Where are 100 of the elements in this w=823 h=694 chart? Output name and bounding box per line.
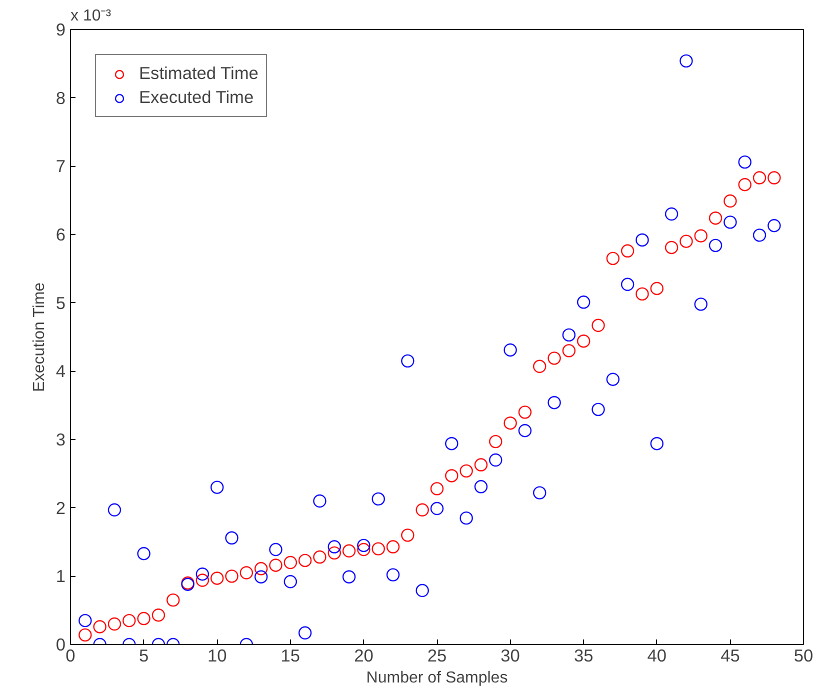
- point: [269, 558, 282, 572]
- point: [650, 437, 664, 450]
- y-tick-label: 4: [56, 361, 66, 382]
- point: [445, 469, 458, 482]
- point: [225, 531, 238, 544]
- point: [254, 562, 268, 576]
- point: [430, 502, 444, 516]
- x-tick-label: 40: [647, 646, 667, 666]
- point: [108, 617, 122, 631]
- text: x 10⁻³: [70, 8, 112, 24]
- point: [562, 344, 576, 358]
- point: [548, 352, 561, 365]
- point: [752, 171, 766, 184]
- point: [401, 528, 414, 542]
- point: [196, 568, 210, 581]
- point: [636, 233, 649, 247]
- point: [298, 626, 312, 640]
- y-tick-label: 7: [56, 156, 66, 176]
- x-tick-label: 25: [427, 646, 447, 666]
- point: [357, 542, 370, 556]
- y-tick-label: 2: [56, 498, 66, 518]
- point: [416, 503, 429, 516]
- legend-label: Estimated Time: [139, 63, 258, 84]
- point: [430, 482, 444, 496]
- point: [533, 360, 546, 373]
- x-tick-label: 20: [354, 646, 374, 666]
- point: [313, 494, 326, 508]
- x-axis-title: Number of Samples: [366, 670, 508, 686]
- point: [738, 178, 752, 192]
- point: [694, 229, 708, 242]
- x-tick-label: 50: [794, 646, 814, 666]
- point: [445, 437, 458, 450]
- point: [548, 396, 561, 410]
- point: [298, 554, 312, 568]
- point: [518, 406, 532, 419]
- point: [269, 542, 282, 556]
- point: [620, 244, 634, 258]
- point: [562, 328, 576, 342]
- point: [680, 54, 693, 68]
- point: [606, 372, 620, 386]
- point: [240, 566, 254, 580]
- point: [650, 282, 664, 296]
- point: [372, 542, 385, 556]
- point: [357, 538, 370, 552]
- point: [386, 540, 400, 554]
- point: [724, 216, 737, 229]
- point: [489, 434, 502, 448]
- point: [768, 219, 781, 232]
- point: [386, 568, 400, 582]
- point: [78, 614, 92, 628]
- point: [680, 234, 693, 248]
- point: [137, 612, 150, 626]
- x-tick-label: 5: [138, 646, 149, 666]
- point: [738, 155, 752, 169]
- point: [664, 207, 678, 221]
- point: [313, 550, 326, 564]
- point: [474, 458, 488, 472]
- point: [460, 464, 473, 478]
- point: [78, 628, 92, 642]
- y-tick-label: 5: [56, 292, 66, 313]
- point: [708, 212, 722, 225]
- legend-label: Executed Time: [139, 87, 254, 108]
- point: [210, 480, 224, 494]
- point: [122, 614, 136, 628]
- point: [254, 570, 268, 584]
- point: [196, 574, 210, 587]
- point: [225, 570, 238, 583]
- point: [284, 575, 297, 588]
- point: [93, 620, 106, 634]
- y-tick-label: 9: [56, 20, 66, 40]
- point: [620, 278, 634, 291]
- x-tick-label: 45: [720, 646, 740, 666]
- x-tick-label: 30: [500, 646, 520, 666]
- point: [518, 424, 532, 438]
- point: [328, 546, 341, 560]
- x-tick-label: 35: [574, 646, 594, 666]
- point: [577, 296, 590, 309]
- point: [342, 570, 356, 584]
- point: [694, 298, 708, 311]
- y-tick-label: 6: [56, 224, 66, 244]
- point: [606, 252, 620, 266]
- point: [152, 608, 166, 622]
- x-tick-label: 10: [207, 646, 227, 666]
- point: [752, 228, 766, 242]
- point: [166, 593, 180, 607]
- point: [504, 416, 517, 430]
- point: [474, 480, 488, 494]
- point: [342, 544, 356, 558]
- point: [592, 402, 605, 416]
- point: [284, 556, 297, 570]
- point: [504, 343, 517, 357]
- point: [372, 492, 385, 506]
- point: [636, 287, 649, 301]
- point: [460, 511, 473, 525]
- point: [489, 453, 502, 467]
- point: [210, 572, 224, 585]
- point: [577, 334, 590, 348]
- point: [768, 171, 781, 184]
- point: [328, 540, 341, 554]
- y-tick-label: 1: [56, 566, 66, 586]
